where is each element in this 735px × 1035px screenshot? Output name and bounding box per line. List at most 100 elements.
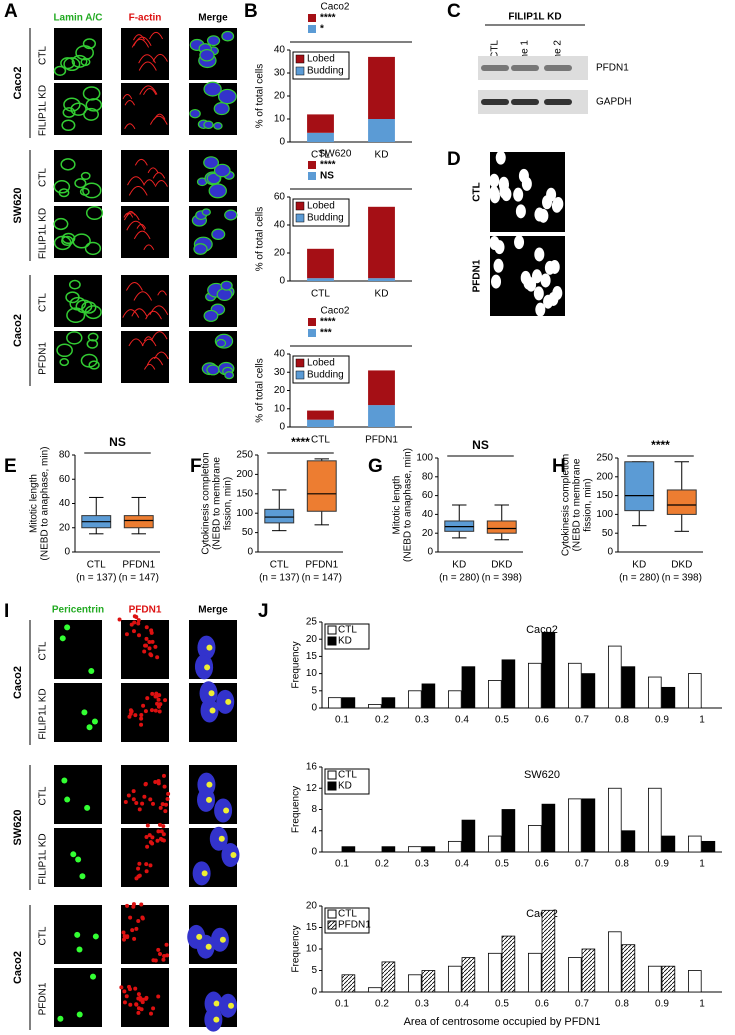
- nucleus-mask: [513, 187, 524, 202]
- speckle: [136, 621, 141, 626]
- legend-swatch: [295, 213, 305, 223]
- speckle: [143, 996, 148, 1001]
- centrosome: [230, 852, 237, 859]
- bar: [307, 419, 334, 427]
- actin: [124, 123, 136, 130]
- nucleus-mask: [491, 274, 502, 289]
- chart-title: SW620: [319, 149, 352, 160]
- y-label: Mitotic length: [29, 474, 40, 533]
- speckle: [159, 829, 164, 834]
- x-tick-label: 0.6: [535, 859, 549, 870]
- x-tick-label: 0.6: [535, 999, 549, 1010]
- bar: [568, 957, 582, 993]
- bar: [461, 819, 476, 853]
- legend-swatch: [327, 909, 337, 919]
- nucleus-mask: [531, 269, 542, 284]
- legend-swatch: [295, 201, 305, 211]
- y-label: Cytokinesis completion: [201, 452, 212, 554]
- centrosome: [76, 946, 83, 953]
- nucleus: [58, 188, 70, 198]
- speckle: [148, 797, 153, 802]
- speckle: [124, 632, 129, 637]
- significance: ***: [320, 328, 332, 339]
- band-label: PFDN1: [596, 63, 629, 74]
- bar: [501, 809, 516, 853]
- nucleus: [63, 57, 81, 72]
- significance: ****: [320, 13, 336, 24]
- x-tick-label: 0.5: [495, 999, 509, 1010]
- nucleus: [80, 171, 91, 181]
- nucleus-mask: [489, 235, 500, 250]
- speckle: [165, 953, 170, 958]
- centrosome: [204, 664, 211, 671]
- speckle: [137, 873, 142, 878]
- y-label: Frequency: [291, 786, 302, 833]
- speckle: [158, 836, 163, 841]
- y-tick-label: 100: [236, 508, 253, 519]
- panel-label: H: [552, 456, 566, 477]
- x-tick-label: DKD: [671, 560, 692, 571]
- panel-label: J: [258, 601, 269, 622]
- nucleus: [53, 180, 71, 194]
- bar: [501, 935, 516, 993]
- nucleus-mask: [523, 275, 534, 290]
- centrosome: [88, 667, 95, 674]
- speckle: [119, 985, 124, 990]
- n-label: (n = 280): [439, 573, 479, 584]
- centrosome: [57, 1015, 64, 1022]
- nucleus-mask: [552, 286, 563, 301]
- speckle: [143, 709, 148, 714]
- y-label: (NEBD to anaphase, min): [403, 448, 414, 562]
- nucleus-mask: [549, 259, 560, 274]
- group-label: Caco2: [12, 314, 24, 347]
- actin: [143, 179, 156, 186]
- y-label: (NEBD to membrane: [212, 457, 223, 550]
- x-tick-label: PFDN1: [365, 435, 398, 446]
- y-label: (NEBD to membrane: [572, 458, 583, 551]
- nucleus-mask: [501, 187, 512, 202]
- speckle: [122, 937, 127, 942]
- speckle: [126, 793, 131, 798]
- x-tick-label: PFDN1: [305, 560, 338, 571]
- speckle: [150, 835, 155, 840]
- x-tick-label: KD: [375, 150, 389, 161]
- bar: [621, 666, 636, 709]
- x-label: Area of centrosome occupied by PFDN1: [404, 1016, 601, 1028]
- chart-title: SW620: [524, 769, 560, 781]
- y-tick-label: 0: [279, 422, 285, 433]
- row-label: CTL: [38, 168, 49, 187]
- speckle: [158, 805, 163, 810]
- nucleus: [84, 241, 102, 256]
- centrosome: [213, 1016, 220, 1023]
- nucleus: [61, 119, 76, 132]
- legend-swatch: [327, 625, 337, 635]
- y-tick-label: 60: [59, 474, 71, 485]
- x-tick-label: 0.5: [495, 715, 509, 726]
- speckle: [139, 712, 144, 717]
- speckle: [147, 639, 152, 644]
- speckle: [136, 992, 141, 997]
- speckle: [157, 952, 162, 957]
- bar: [447, 965, 462, 993]
- x-tick-label: 0.7: [575, 859, 589, 870]
- y-tick-label: 20: [422, 528, 434, 539]
- legend-label: CTL: [338, 770, 357, 781]
- nucleus: [80, 57, 91, 67]
- bar: [341, 974, 356, 993]
- bar: [688, 673, 702, 709]
- speckle: [140, 915, 145, 920]
- y-label: (NEBD to anaphase, min): [40, 447, 51, 561]
- bar: [487, 835, 502, 853]
- bar: [421, 970, 436, 993]
- nucleus: [193, 243, 208, 255]
- actin: [122, 309, 140, 318]
- y-tick-label: 150: [596, 490, 613, 501]
- nucleus: [53, 235, 72, 251]
- nucleus: [74, 178, 87, 189]
- speckle: [122, 989, 127, 994]
- x-tick-label: PFDN1: [122, 560, 155, 571]
- speckle: [140, 1000, 145, 1005]
- x-tick-label: 0.4: [455, 999, 469, 1010]
- actin: [133, 36, 152, 47]
